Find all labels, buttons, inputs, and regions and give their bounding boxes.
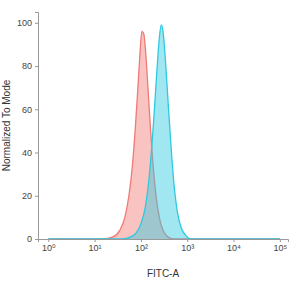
tick: 0 xyxy=(27,234,38,244)
x-axis: 10⁰ 10¹ 10² 10³ 10⁴ 10⁵ xyxy=(39,239,289,253)
axis-line xyxy=(35,13,39,240)
tick-mark xyxy=(234,239,235,242)
tick-mark xyxy=(35,109,38,110)
tick-label: 40 xyxy=(22,148,32,158)
tick-label: 80 xyxy=(22,61,32,71)
tick-label: 10⁰ xyxy=(42,243,56,253)
tick-label: 100 xyxy=(17,18,32,28)
tick-mark xyxy=(280,239,281,242)
tick-mark xyxy=(35,239,38,240)
tick-label: 10⁵ xyxy=(273,243,287,253)
axis-line xyxy=(39,240,289,243)
y-axis-title: Normalized To Mode xyxy=(1,79,12,171)
plot: 10⁰ 10¹ 10² 10³ 10⁴ 10⁵ 0 20 40 60 80 100 xyxy=(17,13,289,254)
tick-mark xyxy=(35,23,38,24)
area xyxy=(48,25,280,239)
tick: 10² xyxy=(135,239,148,253)
tick-mark xyxy=(95,239,96,242)
line xyxy=(48,25,280,239)
tick-mark xyxy=(48,239,49,242)
tick-mark xyxy=(187,239,188,242)
chart: 10⁰ 10¹ 10² 10³ 10⁴ 10⁵ 0 20 40 60 80 100 FITC-A Norm… xyxy=(0,0,300,291)
tick-label: 10⁴ xyxy=(227,243,241,253)
tick-mark xyxy=(35,153,38,154)
tick-label: 10¹ xyxy=(89,243,102,253)
tick: 10⁴ xyxy=(227,239,241,253)
tick-label: 10³ xyxy=(181,243,194,253)
tick-label: 20 xyxy=(22,191,32,201)
x-axis-title: FITC-A xyxy=(147,268,180,279)
tick-label: 10² xyxy=(135,243,148,253)
tick: 10³ xyxy=(181,239,194,253)
tick: 60 xyxy=(22,105,38,115)
tick: 80 xyxy=(22,61,38,71)
tick: 100 xyxy=(17,18,38,28)
tick-mark xyxy=(35,196,38,197)
y-axis: 0 20 40 60 80 100 xyxy=(17,13,39,245)
tick-mark xyxy=(35,66,38,67)
tick: 10⁰ xyxy=(42,239,56,253)
tick: 20 xyxy=(22,191,38,201)
tick-label: 60 xyxy=(22,105,32,115)
series-group xyxy=(48,25,280,239)
tick: 10¹ xyxy=(89,239,102,253)
tick: 40 xyxy=(22,148,38,158)
tick-label: 0 xyxy=(27,234,32,244)
tick: 10⁵ xyxy=(273,239,287,253)
tick-mark xyxy=(141,239,142,242)
